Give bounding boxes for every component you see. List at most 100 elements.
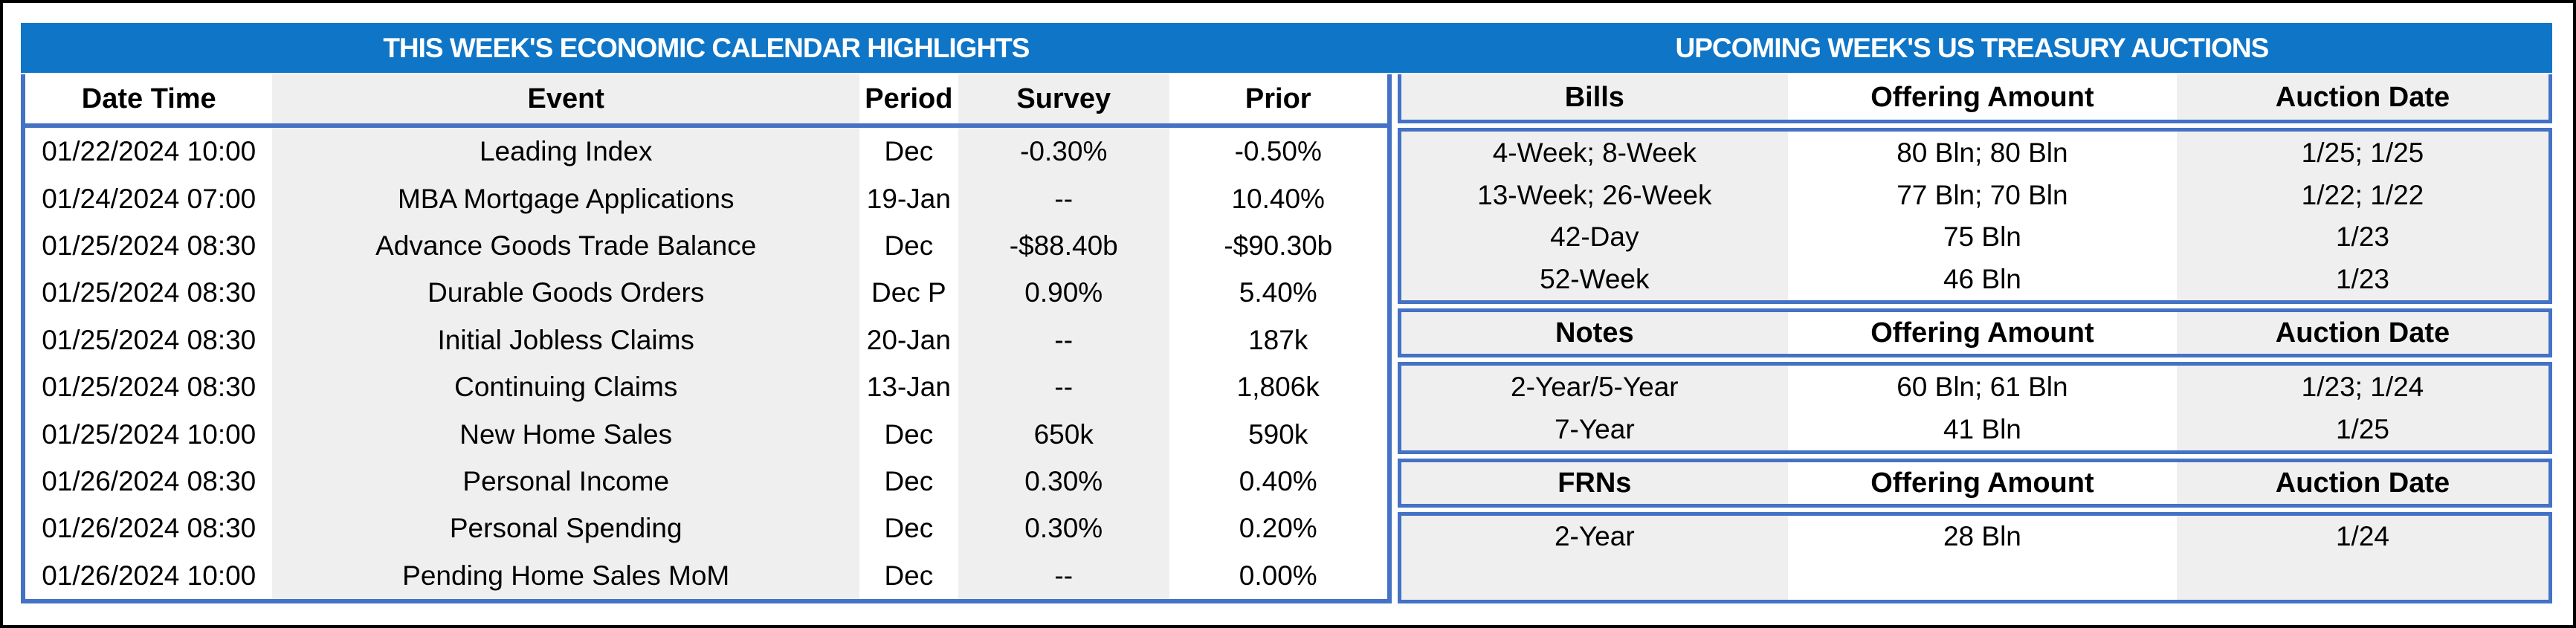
cell-event: Personal Spending	[272, 505, 859, 552]
cell-security: 4-Week; 8-Week	[1401, 132, 1788, 174]
calendar-row: 01/25/2024 08:30 Durable Goods Orders De…	[25, 269, 1387, 317]
cell-offering-amount: 41 Bln	[1943, 413, 2021, 444]
cell-survey: 0.90%	[958, 269, 1169, 317]
cell-period: Dec	[884, 513, 934, 544]
col-header-offering-amount: Offering Amount	[1870, 467, 2094, 499]
frns-section: 2-Year 28 Bln 1/24	[1397, 511, 2552, 603]
cell-security: 42-Day	[1401, 216, 1788, 259]
cell-period: Dec	[884, 136, 934, 167]
cell-event: Continuing Claims	[272, 363, 859, 411]
col-header-period: Period	[865, 83, 953, 114]
calendar-row: 01/25/2024 08:30 Initial Jobless Claims …	[25, 316, 1387, 364]
cell-event: Pending Home Sales MoM	[272, 551, 859, 600]
bills-section: 4-Week; 8-Week 80 Bln; 80 Bln 1/25; 1/25…	[1397, 128, 2552, 304]
auction-row: 13-Week; 26-Week 77 Bln; 70 Bln 1/22; 1/…	[1401, 173, 2548, 216]
cell-offering-amount: 75 Bln	[1943, 221, 2021, 253]
cell-prior: -0.50%	[1234, 136, 1322, 167]
cell-offering-amount: 60 Bln; 61 Bln	[1897, 371, 2068, 402]
col-header-event: Event	[272, 74, 859, 123]
calendar-row: 01/26/2024 08:30 Personal Income Dec 0.3…	[25, 457, 1387, 505]
auction-row: 7-Year 41 Bln 1/25	[1401, 407, 2548, 450]
calendar-title-section: THIS WEEK'S ECONOMIC CALENDAR HIGHLIGHTS	[21, 23, 1392, 73]
cell-period: Dec P	[871, 277, 946, 308]
calendar-row: 01/26/2024 08:30 Personal Spending Dec 0…	[25, 505, 1387, 552]
calendar-row: 01/25/2024 10:00 New Home Sales Dec 650k…	[25, 410, 1387, 458]
auctions-title-section: UPCOMING WEEK'S US TREASURY AUCTIONS	[1392, 23, 2552, 73]
col-header-notes: Notes	[1401, 312, 1788, 354]
cell-survey: -0.30%	[958, 128, 1169, 175]
cell-survey: 0.30%	[958, 505, 1169, 552]
cell-event: MBA Mortgage Applications	[272, 175, 859, 222]
cell-security: 7-Year	[1401, 407, 1788, 450]
cell-date-time: 01/25/2024 10:00	[42, 418, 256, 450]
calendar-row: 01/25/2024 08:30 Continuing Claims 13-Ja…	[25, 363, 1387, 411]
cell-offering-amount: 46 Bln	[1943, 264, 2021, 295]
col-header-survey: Survey	[958, 74, 1169, 123]
auction-row: 52-Week 46 Bln 1/23	[1401, 258, 2548, 300]
tables-area: Date Time Event Period Survey Prior 01/2…	[21, 74, 2552, 603]
treasury-auctions-table: Bills Offering Amount Auction Date 4-Wee…	[1397, 74, 2552, 603]
title-bar: THIS WEEK'S ECONOMIC CALENDAR HIGHLIGHTS…	[21, 23, 2552, 73]
cell-period: Dec	[884, 418, 934, 450]
cell-prior: 0.00%	[1239, 560, 1317, 591]
cell-prior: -$90.30b	[1224, 230, 1333, 262]
cell-auction-date: 1/22; 1/22	[2176, 173, 2548, 216]
cell-prior: 1,806k	[1236, 372, 1320, 403]
calendar-header-row: Date Time Event Period Survey Prior	[25, 74, 1387, 128]
auction-row: 2-Year 28 Bln 1/24	[1401, 515, 2548, 558]
cell-security: 52-Week	[1401, 258, 1788, 300]
calendar-title: THIS WEEK'S ECONOMIC CALENDAR HIGHLIGHTS	[383, 32, 1030, 63]
cell-period: Dec	[884, 560, 934, 591]
col-header-offering-amount: Offering Amount	[1870, 81, 2094, 113]
col-header-date-time: Date Time	[81, 83, 216, 114]
cell-event: New Home Sales	[272, 410, 859, 458]
cell-offering-amount: 80 Bln; 80 Bln	[1897, 137, 2068, 168]
auction-row: 42-Day 75 Bln 1/23	[1401, 216, 2548, 259]
cell-auction-date: 1/25	[2176, 407, 2548, 450]
cell-prior: 187k	[1248, 324, 1308, 355]
auction-row: 2-Year/5-Year 60 Bln; 61 Bln 1/23; 1/24	[1401, 366, 2548, 408]
cell-period: 13-Jan	[866, 372, 951, 403]
notes-section: 2-Year/5-Year 60 Bln; 61 Bln 1/23; 1/24 …	[1397, 362, 2552, 454]
auction-row: 4-Week; 8-Week 80 Bln; 80 Bln 1/25; 1/25	[1401, 132, 2548, 174]
cell-event: Durable Goods Orders	[272, 269, 859, 317]
calendar-row: 01/24/2024 07:00 MBA Mortgage Applicatio…	[25, 175, 1387, 222]
col-header-frns: FRNs	[1401, 462, 1788, 504]
cell-date-time: 01/25/2024 08:30	[42, 277, 256, 308]
cell-date-time: 01/26/2024 10:00	[42, 560, 256, 591]
cell-survey: -$88.40b	[958, 221, 1169, 270]
cell-date-time: 01/25/2024 08:30	[42, 230, 256, 262]
cell-event: Advance Goods Trade Balance	[272, 221, 859, 270]
cell-auction-date: 1/23	[2176, 216, 2548, 259]
cell-date-time: 01/25/2024 08:30	[42, 324, 256, 355]
cell-date-time: 01/22/2024 10:00	[42, 136, 256, 167]
economic-calendar-table: Date Time Event Period Survey Prior 01/2…	[21, 74, 1392, 603]
col-header-bills: Bills	[1401, 74, 1788, 120]
cell-survey: --	[958, 175, 1169, 222]
auctions-title: UPCOMING WEEK'S US TREASURY AUCTIONS	[1675, 32, 2269, 63]
cell-auction-date: 1/23; 1/24	[2176, 366, 2548, 408]
cell-event: Personal Income	[272, 457, 859, 505]
cell-auction-date: 1/23	[2176, 258, 2548, 300]
cell-event: Leading Index	[272, 128, 859, 175]
cell-survey: 0.30%	[958, 457, 1169, 505]
cell-date-time: 01/25/2024 08:30	[42, 372, 256, 403]
cell-security: 2-Year/5-Year	[1401, 366, 1788, 408]
col-header-auction-date: Auction Date	[2176, 74, 2548, 120]
cell-security: 2-Year	[1401, 515, 1788, 558]
cell-auction-date: 1/25; 1/25	[2176, 132, 2548, 174]
cell-survey: --	[958, 363, 1169, 411]
col-header-prior: Prior	[1245, 83, 1311, 114]
calendar-row: 01/26/2024 10:00 Pending Home Sales MoM …	[25, 551, 1387, 600]
cell-prior: 590k	[1248, 418, 1308, 450]
cell-date-time: 01/24/2024 07:00	[42, 183, 256, 214]
cell-security: 13-Week; 26-Week	[1401, 173, 1788, 216]
notes-header-row: Notes Offering Amount Auction Date	[1397, 308, 2552, 357]
cell-event: Initial Jobless Claims	[272, 316, 859, 364]
cell-survey: 650k	[958, 410, 1169, 458]
col-header-auction-date: Auction Date	[2176, 462, 2548, 504]
empty-row	[1401, 557, 2548, 600]
frns-header-row: FRNs Offering Amount Auction Date	[1397, 458, 2552, 508]
report-content: THIS WEEK'S ECONOMIC CALENDAR HIGHLIGHTS…	[21, 23, 2552, 603]
